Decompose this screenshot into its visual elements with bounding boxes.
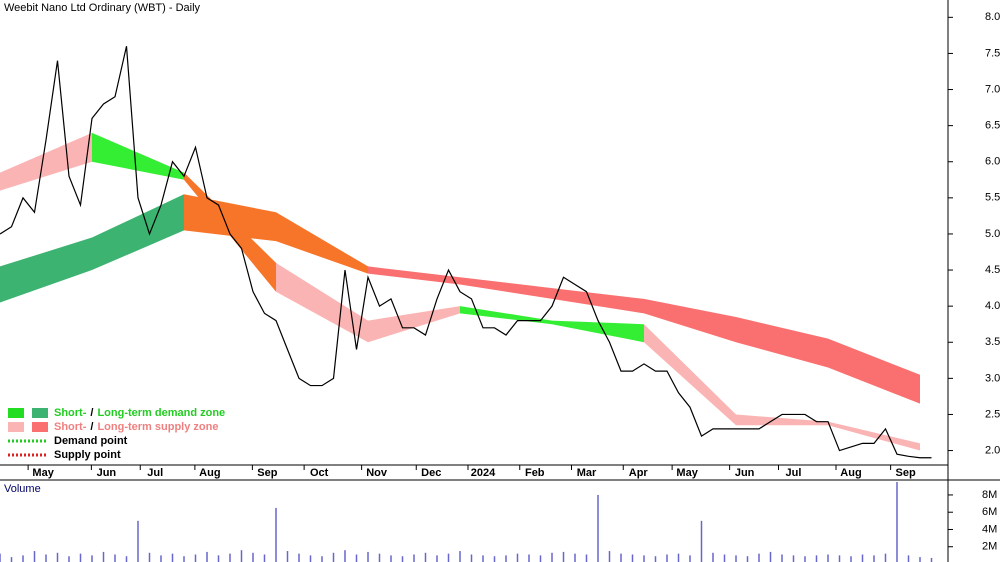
y-tick-label: 3.0 [985,372,1000,384]
x-tick-label: Oct [310,467,329,479]
short-band [460,306,552,325]
y-tick-label: 4.0 [985,300,1000,312]
x-tick-label: Feb [525,467,545,479]
volume-title: Volume [4,483,41,495]
y-tick-label: 6.5 [985,120,1000,132]
legend-label: Demand point [54,435,128,447]
short-band [736,414,828,426]
long-band [828,338,920,404]
y-tick-label: 5.0 [985,228,1000,240]
y-tick-label: 5.5 [985,192,1000,204]
x-tick-label: Jul [786,467,802,479]
price-line [0,46,932,459]
y-tick-label: 2.0 [985,444,1000,456]
y-tick-label: 7.0 [985,83,1000,95]
short-band [0,132,92,191]
short-band [644,324,736,426]
x-tick-label: Sep [896,467,916,479]
legend-swatch [32,408,48,418]
volume-tick-label: 2M [982,541,997,553]
legend-label: Short- / Long-term supply zone [54,421,218,433]
x-tick-label: Nov [366,467,388,479]
short-band [828,421,920,451]
legend-swatch [32,422,48,432]
x-tick-label: Jun [735,467,755,479]
x-tick-label: Jul [147,467,163,479]
legend-part: Short- [54,407,87,419]
long-band [460,277,552,299]
x-tick-label: Aug [199,467,220,479]
chart-title: Weebit Nano Ltd Ordinary (WBT) - Daily [4,2,201,14]
x-tick-label: Mar [577,467,597,479]
legend-part: / [90,407,93,419]
y-tick-label: 7.5 [985,47,1000,59]
y-tick-label: 3.5 [985,336,1000,348]
y-tick-label: 4.5 [985,264,1000,276]
short-band [368,306,460,343]
short-band [92,132,184,180]
short-band [276,262,368,343]
legend-part: Short- [54,421,87,433]
long-band [92,194,184,271]
legend-part: / [90,421,93,433]
long-band [368,266,460,285]
x-tick-label: 2024 [471,467,496,479]
x-tick-label: Aug [840,467,861,479]
x-tick-label: May [676,467,698,479]
long-band [644,298,736,343]
legend-label: Supply point [54,449,121,461]
legend-label: Short- / Long-term demand zone [54,407,225,419]
x-tick-label: Sep [257,467,277,479]
short-band [552,320,644,343]
long-band [276,212,368,274]
y-tick-label: 2.5 [985,408,1000,420]
x-tick-label: Dec [421,467,441,479]
short-band [184,172,276,292]
volume-tick-label: 6M [982,506,997,518]
y-tick-label: 6.0 [985,156,1000,168]
legend-part: Long-term demand zone [97,407,225,419]
x-tick-label: Jun [97,467,117,479]
long-band [552,288,644,314]
x-tick-label: Apr [629,467,649,479]
legend-swatch [8,408,24,418]
long-band [0,237,92,303]
long-band [736,316,828,368]
legend-swatch [8,422,24,432]
x-tick-label: May [32,467,54,479]
y-tick-label: 8.0 [985,11,1000,23]
volume-tick-label: 8M [982,489,997,501]
plot: 2.0 2.5 3.0 3.5 4.0 4.5 5.0 5.5 6.0 6.5 7.0 7.5 8.0 2… [0,11,1000,562]
legend-part: Long-term supply zone [97,421,218,433]
volume-tick-label: 4M [982,523,997,535]
